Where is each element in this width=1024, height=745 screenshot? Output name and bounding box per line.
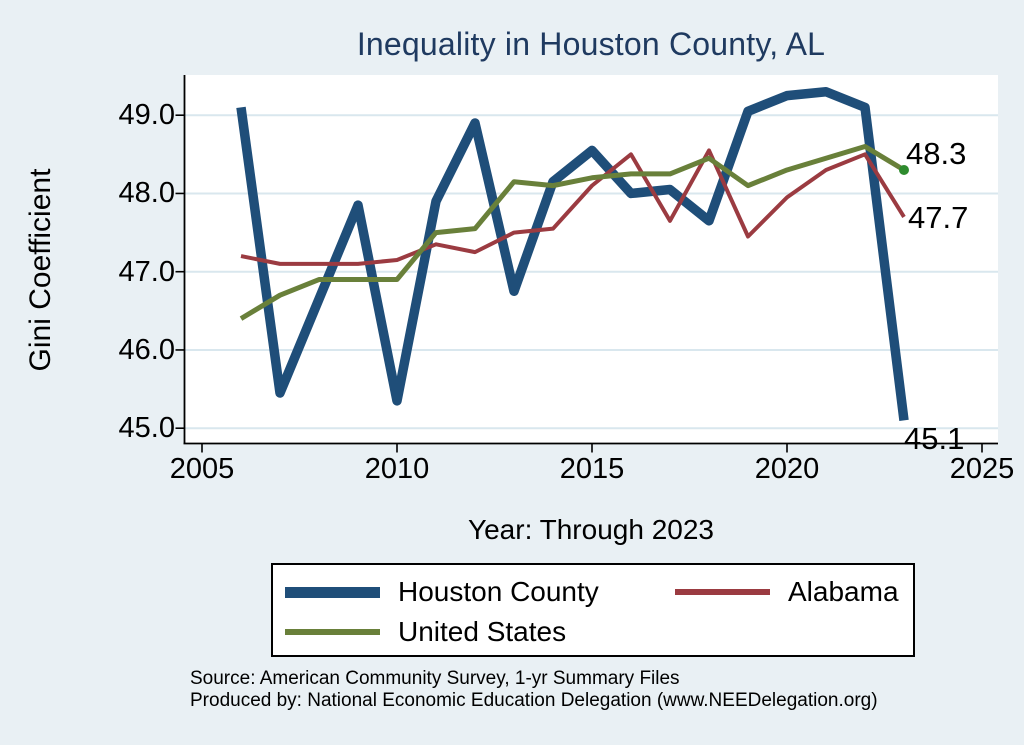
- chart-title: Inequality in Houston County, AL: [356, 26, 826, 62]
- x-tick-label: 2005: [169, 453, 235, 485]
- legend-item-united-states: United States: [285, 616, 675, 648]
- legend-label-alabama: Alabama: [788, 576, 899, 607]
- united-states-line-swatch: [285, 629, 380, 635]
- houston-county-line-swatch: [285, 586, 380, 598]
- legend-row: Houston County Alabama: [285, 572, 913, 612]
- plot-background: [184, 75, 998, 444]
- y-tick-label: 46.0: [118, 333, 175, 366]
- end-value-label-united-states: 48.3: [906, 136, 967, 171]
- x-tick-label: 2015: [559, 453, 625, 485]
- x-tick-label: 2020: [754, 453, 820, 485]
- x-tick-label: 2025: [949, 453, 1015, 485]
- x-tick-label: 2010: [364, 453, 430, 485]
- legend-label-united-states: United States: [398, 616, 567, 647]
- end-value-label-alabama: 47.7: [908, 200, 969, 235]
- alabama-line-swatch: [675, 589, 770, 595]
- x-axis-title: Year: Through 2023: [468, 514, 714, 545]
- y-tick-label: 45.0: [118, 412, 175, 445]
- united-states-line: [239, 144, 906, 321]
- end-value-label-houston-county: 45.1: [904, 421, 965, 456]
- legend: Houston County Alabama United States: [271, 563, 915, 657]
- y-tick-label: 48.0: [118, 177, 175, 210]
- legend-row: United States: [285, 612, 913, 652]
- alabama-line: [240, 148, 906, 266]
- y-tick-label: 47.0: [118, 255, 175, 288]
- united-states-end-marker: [899, 164, 909, 175]
- producer-line: Produced by: National Economic Education…: [190, 690, 878, 711]
- y-axis-label: Gini Coefficient: [24, 168, 57, 372]
- legend-item-alabama: Alabama: [675, 576, 899, 608]
- legend-label-houston-county: Houston County: [398, 576, 599, 607]
- houston-county-line: [236, 86, 909, 421]
- source-line: Source: American Community Survey, 1-yr …: [190, 668, 680, 689]
- legend-item-houston-county: Houston County: [285, 576, 675, 608]
- source-note: Source: American Community Survey, 1-yr …: [190, 668, 990, 712]
- y-tick-label: 49.0: [118, 99, 175, 132]
